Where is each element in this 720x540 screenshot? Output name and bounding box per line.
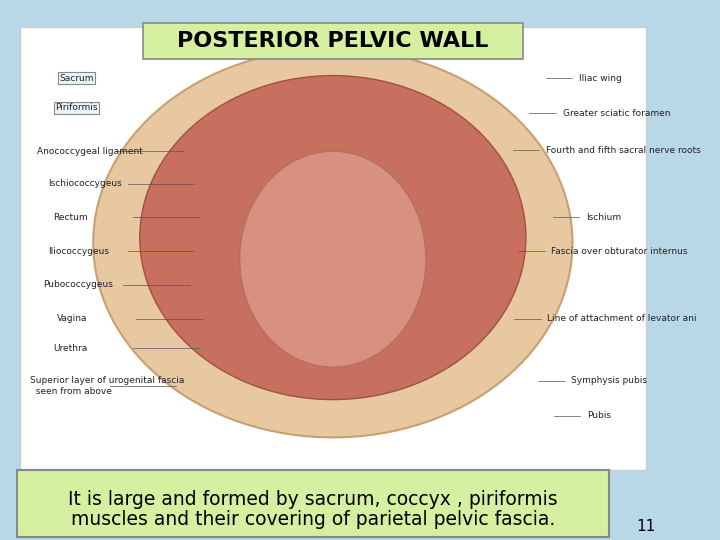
Text: Ischium: Ischium [586,213,621,221]
Text: Line of attachment of levator ani: Line of attachment of levator ani [547,314,697,323]
Text: Fascia over obturator internus: Fascia over obturator internus [552,247,688,255]
Text: It is large and formed by sacrum, coccyx , piriformis: It is large and formed by sacrum, coccyx… [68,490,558,509]
FancyBboxPatch shape [20,27,646,470]
Text: Ischiococcygeus: Ischiococcygeus [48,179,122,188]
FancyBboxPatch shape [143,23,523,59]
Text: Iliac wing: Iliac wing [579,74,622,83]
Ellipse shape [240,151,426,367]
Text: Sacrum: Sacrum [59,74,94,83]
Text: muscles and their covering of parietal pelvic fascia.: muscles and their covering of parietal p… [71,510,555,529]
Text: Fourth and fifth sacral nerve roots: Fourth and fifth sacral nerve roots [546,146,701,154]
Text: Pubococcygeus: Pubococcygeus [43,280,113,289]
Ellipse shape [140,76,526,400]
Text: Superior layer of urogenital fascia
  seen from above: Superior layer of urogenital fascia seen… [30,376,184,396]
Text: POSTERIOR PELVIC WALL: POSTERIOR PELVIC WALL [177,31,489,51]
Text: Symphysis pubis: Symphysis pubis [571,376,647,385]
Text: Urethra: Urethra [53,344,88,353]
Text: 11: 11 [636,519,655,534]
Text: Vagina: Vagina [57,314,87,323]
Text: Piriformis: Piriformis [55,104,98,112]
Text: Greater sciatic foramen: Greater sciatic foramen [562,109,670,118]
Text: Rectum: Rectum [53,213,88,221]
FancyBboxPatch shape [17,470,609,537]
Ellipse shape [93,49,572,437]
Text: Pubis: Pubis [587,411,611,420]
Text: Iliococcygeus: Iliococcygeus [48,247,109,255]
Text: Anococcygeal ligament: Anococcygeal ligament [37,147,143,156]
